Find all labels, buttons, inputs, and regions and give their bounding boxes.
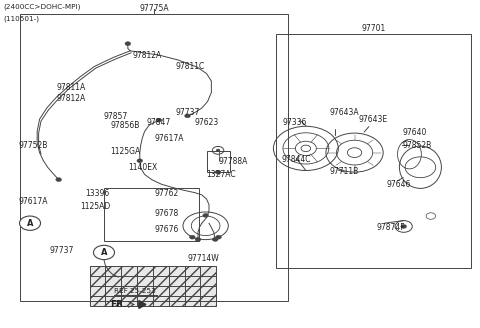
Text: 97852B: 97852B [402,141,432,150]
Text: 97874F: 97874F [376,223,405,232]
Text: 97676: 97676 [154,225,179,234]
Circle shape [125,42,131,46]
Bar [206,151,229,172]
Text: A: A [27,219,33,228]
Text: 97811C: 97811C [176,62,205,71]
Text: 1125AD: 1125AD [80,202,110,212]
Text: 97678: 97678 [154,209,179,218]
Text: 97857: 97857 [104,113,128,121]
Text: 97844C: 97844C [282,154,312,164]
Circle shape [156,118,162,122]
Bar [21,14,288,300]
Text: 97812A: 97812A [132,51,162,60]
Circle shape [185,114,191,118]
Text: 97811A: 97811A [56,83,85,92]
Text: A: A [101,248,107,257]
Circle shape [401,224,407,228]
Text: 97643E: 97643E [359,114,387,124]
Text: 13396: 13396 [85,190,109,198]
Text: 97714W: 97714W [188,255,219,263]
Bar [90,266,216,306]
Text: 97847: 97847 [147,118,171,127]
Text: 97623: 97623 [195,118,219,127]
Bar [104,188,199,241]
Text: 1125GA: 1125GA [110,147,141,156]
Circle shape [216,149,220,152]
Text: REF 25-253: REF 25-253 [114,289,156,295]
Text: 97812A: 97812A [56,94,85,103]
Text: 1140EX: 1140EX [128,163,157,173]
Text: 97701: 97701 [361,24,386,32]
Circle shape [56,178,61,182]
Circle shape [20,216,40,230]
Text: 97617A: 97617A [18,197,48,206]
Text: (110501-): (110501-) [4,15,40,22]
Circle shape [195,237,201,241]
Text: 1327AC: 1327AC [206,170,236,179]
Text: (2400CC>DOHC-MPI): (2400CC>DOHC-MPI) [4,3,81,10]
Text: 97737: 97737 [49,246,73,255]
Text: 97643A: 97643A [330,108,360,117]
Circle shape [94,245,115,260]
Text: 97762: 97762 [154,190,179,198]
Text: 97646: 97646 [387,180,411,189]
Text: 97752B: 97752B [18,141,48,150]
Circle shape [216,235,221,239]
Text: 97617A: 97617A [154,134,183,143]
Circle shape [137,159,143,163]
Text: 97856B: 97856B [110,121,140,130]
Text: 97737: 97737 [176,108,200,117]
Circle shape [190,235,195,239]
Circle shape [215,170,221,174]
Text: 97336: 97336 [283,118,307,127]
Text: 97711B: 97711B [330,167,359,176]
Polygon shape [139,300,146,308]
Text: 97640: 97640 [402,128,427,137]
Text: 97788A: 97788A [218,157,248,166]
Text: 97775A: 97775A [139,4,169,13]
Text: FR.: FR. [110,300,127,309]
Circle shape [212,237,218,241]
Circle shape [203,214,208,217]
Bar [276,34,471,268]
